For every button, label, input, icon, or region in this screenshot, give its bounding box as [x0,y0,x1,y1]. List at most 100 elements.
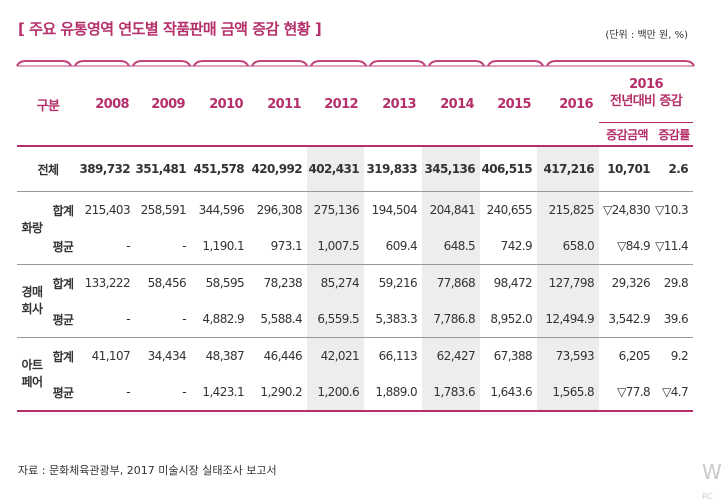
cell: 1,200.6 [307,374,365,411]
header-change-year: 2016 [629,77,663,92]
cell: 29.8 [663,276,689,290]
row-label: 전체 [37,162,59,177]
header-category: 구분 [36,99,60,114]
cell: 41,107 [91,349,131,363]
header-year: 2008 [95,97,130,112]
cell: 8,952.0 [490,312,533,326]
cell: 67,388 [493,349,533,363]
header-year: 2016 [559,97,594,112]
cell: 9.2 [670,349,689,363]
cell: 6,205 [618,349,651,363]
table-row: 평균 - - 1,190.1 973.1 1,007.5 609.4 648.5… [17,228,694,265]
cell: 215,403 [84,203,131,217]
cell: 62,427 [422,337,481,374]
cell: - [126,239,131,253]
cell: 59,216 [378,276,418,290]
cell: 7,786.8 [422,301,481,338]
cell: 6,559.5 [307,301,365,338]
header-change-group: 2016 전년대비 증감 [599,64,693,123]
cell: 973.1 [270,239,303,253]
row-label: 평균 [52,312,74,327]
cell: 133,222 [84,276,131,290]
cell: 42,021 [307,337,365,374]
header-year: 2012 [324,97,359,112]
cell: ▽77.8 [617,385,651,399]
cell: 3,542.9 [608,312,651,326]
header-year: 2013 [382,97,417,112]
header-row: 구분 2008 2009 2010 2011 2012 2013 2014 20… [17,64,693,123]
header-year: 2010 [209,97,244,112]
cell: - [182,385,187,399]
cell: 742.9 [500,239,533,253]
cell: 66,113 [378,349,418,363]
cell: ▽24,830 [602,203,651,217]
group-label: 아트 페어 [21,358,43,389]
cell: 1,783.6 [422,374,481,411]
cell: 77,868 [422,264,481,301]
cell: 1,889.0 [375,385,418,399]
header-change-rate: 증감률 [655,122,694,146]
cell: ▽4.7 [662,385,689,399]
cell: 1,423.1 [202,385,245,399]
group-label: 경매 회사 [21,285,43,316]
cell: 296,308 [256,203,303,217]
cell: 344,596 [198,203,245,217]
unit-note: (단위 : 백만 원, %) [605,30,688,41]
row-label: 평균 [52,385,74,400]
cell: ▽11.4 [655,239,689,253]
cell: 46,446 [263,349,303,363]
cell: 5,383.3 [375,312,418,326]
cell: 58,595 [205,276,245,290]
cell: 78,238 [263,276,303,290]
cell: 648.5 [422,228,481,265]
cell: 402,431 [307,146,365,192]
cell: 1,190.1 [202,239,245,253]
table-row: 경매 회사 합계 133,222 58,456 58,595 78,238 85,… [17,264,693,316]
cell: 1,007.5 [307,228,365,265]
cell: 34,434 [147,349,187,363]
header-year: 2011 [267,97,302,112]
cell: 609.4 [385,239,418,253]
cell: 389,732 [79,162,131,176]
header-year: 2009 [151,97,186,112]
cell: 1,643.6 [490,385,533,399]
cell: 258,591 [140,203,187,217]
cell: - [182,239,187,253]
cell: 417,216 [537,146,600,192]
cell: 2.6 [668,162,689,176]
cell: 1,565.8 [537,374,600,411]
table-row: 화랑 합계 215,403 258,591 344,596 296,308 27… [17,191,693,235]
cell: 215,825 [537,191,600,228]
row-label: 합계 [52,203,74,218]
cell: 204,841 [422,191,481,228]
header-year: 2014 [440,97,475,112]
cell: 451,578 [193,162,245,176]
sales-table: 구분 2008 2009 2010 2011 2012 2013 2014 20… [17,64,694,412]
cell: 345,136 [422,146,481,192]
header-year: 2015 [497,97,532,112]
header-change-label: 전년대비 증감 [609,94,683,109]
cell: 240,655 [486,203,533,217]
watermark: W [702,460,721,484]
source-note: 자료 : 문화체육관광부, 2017 미술시장 실태조사 보고서 [18,464,277,477]
cell: 39.6 [663,312,689,326]
header-tab-divider [16,60,695,67]
watermark-sub: RC [702,492,713,501]
cell: 1,290.2 [260,385,303,399]
cell: 5,588.4 [260,312,303,326]
group-label: 화랑 [21,220,43,235]
cell: 420,992 [251,162,303,176]
cell: ▽84.9 [617,239,651,253]
cell: 406,515 [481,162,533,176]
cell: 351,481 [135,162,187,176]
cell: 658.0 [537,228,600,265]
cell: - [126,312,131,326]
cell: - [126,385,131,399]
row-label: 합계 [52,276,74,291]
cell: 98,472 [493,276,533,290]
total-row: 전체 389,732 351,481 451,578 420,992 402,4… [17,146,694,192]
cell: 4,882.9 [202,312,245,326]
cell: 29,326 [611,276,651,290]
cell: 275,136 [307,191,365,228]
table-row: 평균 - - 4,882.9 5,588.4 6,559.5 5,383.3 7… [17,301,694,338]
